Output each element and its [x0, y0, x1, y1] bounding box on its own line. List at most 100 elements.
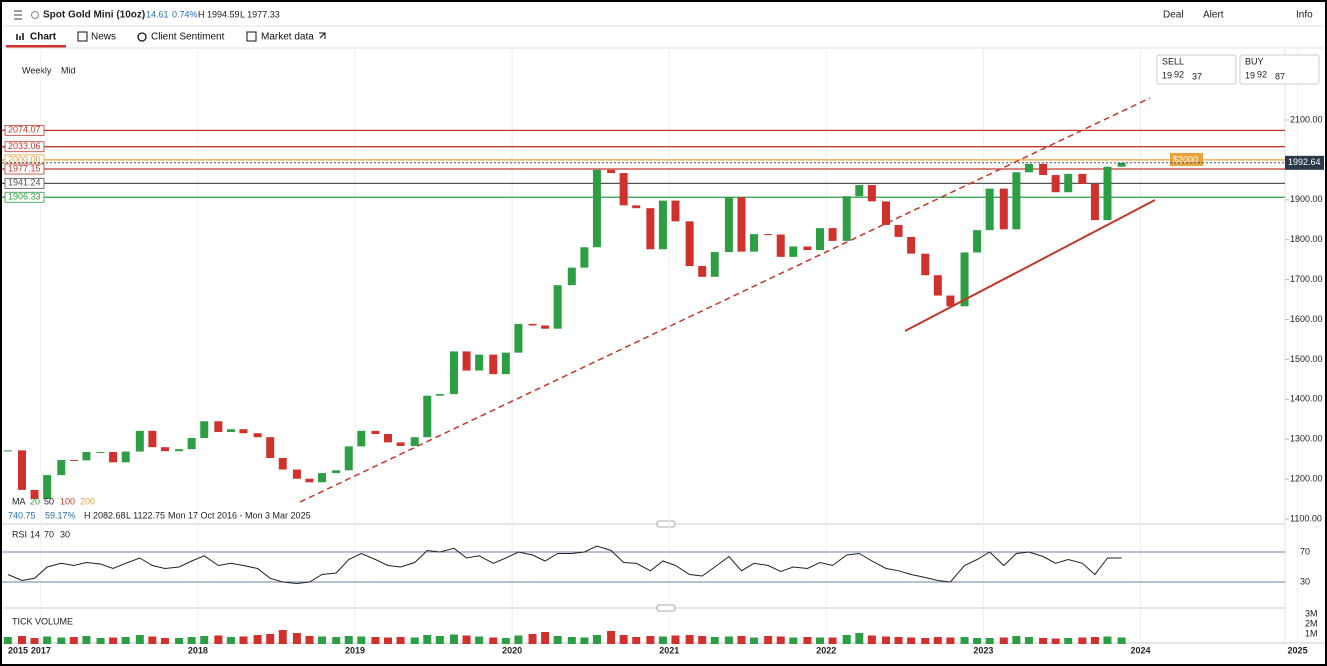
candle	[1064, 173, 1073, 193]
y-tick-label: 1700.00	[1290, 274, 1323, 284]
volume-bar	[253, 635, 262, 644]
y-tick-label: 1900.00	[1290, 194, 1323, 204]
ma-label: MA	[12, 496, 26, 506]
volume-bar	[592, 635, 601, 644]
candle	[921, 253, 930, 276]
rsi-label: RSI	[12, 529, 27, 539]
candle	[764, 234, 773, 236]
candle	[148, 430, 157, 448]
menu-icon[interactable]	[14, 10, 22, 20]
candle	[750, 234, 759, 252]
y-tick-label: 1300.00	[1290, 434, 1323, 444]
interval[interactable]: Weekly	[22, 65, 52, 75]
candle	[57, 459, 66, 476]
y-tick-label: 2100.00	[1290, 114, 1323, 124]
range-start: 2015	[8, 645, 28, 655]
stat: H 2082.68	[84, 510, 126, 520]
candle	[698, 266, 707, 277]
volume-bar	[828, 637, 837, 644]
alert-button[interactable]: Alert	[1203, 10, 1224, 21]
rsi-period: 14	[30, 529, 40, 539]
sell-button[interactable]	[1156, 54, 1237, 85]
buy-button[interactable]	[1239, 54, 1320, 85]
buy-box[interactable]: BUY 19 92 87	[1239, 54, 1320, 85]
candle	[1051, 175, 1060, 193]
ma-200: 200	[80, 496, 95, 506]
price-type[interactable]: Mid	[61, 65, 76, 75]
deal-button[interactable]: Deal	[1163, 10, 1184, 21]
volume-bar	[332, 637, 341, 644]
volume-bar	[1064, 638, 1073, 644]
tab-news[interactable]: News	[91, 32, 116, 43]
candle	[96, 451, 105, 453]
market-icon	[246, 31, 257, 42]
sell-box[interactable]: SELL 19 92 37	[1156, 54, 1237, 85]
candle	[646, 208, 655, 250]
candle	[803, 246, 812, 251]
volume-bar	[462, 635, 471, 644]
resize-handle[interactable]	[656, 520, 676, 528]
volume-bar	[842, 635, 851, 644]
volume-bar	[396, 637, 405, 644]
level-label: 2074.07	[8, 125, 41, 135]
level-tag	[4, 177, 45, 189]
alert-label: $2000	[1173, 154, 1198, 164]
candle	[881, 201, 890, 225]
x-tick-label: 2017	[31, 645, 51, 655]
candle	[396, 442, 405, 446]
rsi-line	[7, 545, 1122, 585]
volume-bar	[17, 636, 26, 644]
candle	[658, 200, 667, 250]
candle	[541, 325, 550, 329]
volume-bar	[226, 637, 235, 644]
tab-underline	[6, 45, 66, 48]
candle	[1117, 162, 1126, 167]
candle	[278, 457, 287, 470]
candle	[226, 429, 235, 433]
x-tick-label: 2023	[973, 645, 993, 655]
volume-bar	[175, 638, 184, 644]
ma-50: 50	[44, 496, 54, 506]
level-label: 1906.33	[8, 192, 41, 202]
volume-bar	[867, 635, 876, 644]
y-tick-label: 1600.00	[1290, 314, 1323, 324]
volume-bar	[658, 636, 667, 644]
volume-bar	[278, 630, 287, 644]
volume-bar	[803, 637, 812, 644]
volume-bar	[292, 633, 301, 644]
candle	[30, 489, 39, 500]
candle	[553, 285, 562, 329]
candle	[816, 228, 825, 251]
rsi-lower: 30	[60, 529, 70, 539]
buy-big: 19	[1245, 70, 1255, 80]
volume-bar	[57, 637, 66, 644]
volume-bar	[410, 637, 419, 644]
candle	[266, 437, 275, 458]
volume-bar	[671, 635, 680, 644]
candle	[135, 430, 144, 452]
news-icon	[77, 31, 88, 42]
candle	[410, 437, 419, 446]
volume-bar	[1012, 636, 1021, 644]
tab-chart[interactable]: Chart	[30, 32, 57, 43]
volume-bar	[69, 637, 78, 644]
candle	[567, 267, 576, 286]
candle	[160, 447, 169, 452]
info-button[interactable]: Info	[1296, 10, 1313, 21]
x-tick-label: 2025	[1288, 645, 1308, 655]
volume-bar	[985, 638, 994, 644]
volume-bar	[764, 636, 773, 644]
resize-handle[interactable]	[656, 604, 676, 612]
volume-bar	[489, 637, 498, 644]
tab-market-data[interactable]: Market data	[261, 32, 314, 43]
volume-bar	[96, 638, 105, 644]
volume-bar	[567, 637, 576, 644]
change-pct: 0.74%	[172, 9, 198, 19]
x-tick-label: 2024	[1130, 645, 1150, 655]
tab-sentiment[interactable]: Client Sentiment	[151, 32, 225, 43]
header: Spot Gold Mini (10oz) 14.61 0.74% H 1994…	[2, 9, 1325, 27]
volume-bar	[318, 636, 327, 644]
candle	[842, 196, 851, 241]
